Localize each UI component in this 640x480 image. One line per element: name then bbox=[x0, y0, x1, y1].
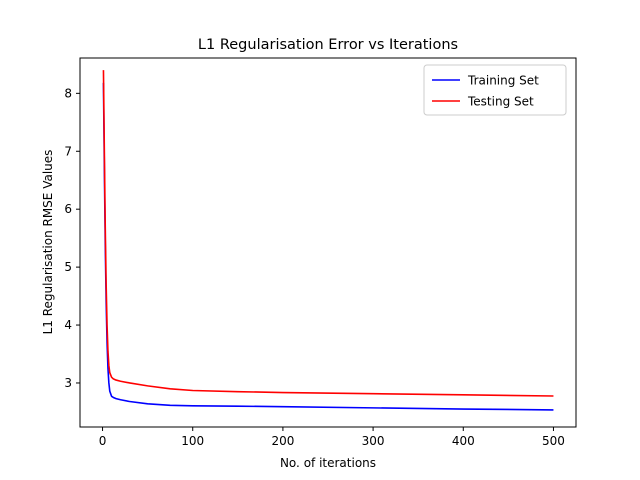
x-tick-label: 0 bbox=[99, 434, 107, 448]
y-axis-label: L1 Regularisation RMSE Values bbox=[41, 150, 55, 335]
x-tick-label: 300 bbox=[362, 434, 385, 448]
series-line-1 bbox=[102, 70, 554, 397]
chart-title: L1 Regularisation Error vs Iterations bbox=[198, 37, 458, 53]
plot-frame bbox=[79, 57, 577, 428]
y-tick-label: 3 bbox=[64, 376, 72, 390]
y-tick-label: 7 bbox=[64, 144, 72, 158]
legend-box bbox=[423, 64, 567, 116]
legend-label-0: Training Set bbox=[467, 74, 539, 88]
x-tick-label: 200 bbox=[271, 434, 294, 448]
x-axis: 0 100 200 300 400 500 bbox=[99, 427, 565, 448]
x-axis-label: No. of iterations bbox=[280, 456, 376, 470]
series-layer bbox=[102, 70, 554, 411]
x-tick-label: 500 bbox=[542, 434, 565, 448]
y-tick-label: 8 bbox=[64, 86, 72, 100]
series-line-0 bbox=[102, 82, 554, 411]
y-tick-label: 6 bbox=[64, 202, 72, 216]
legend-label-1: Testing Set bbox=[467, 95, 534, 109]
y-tick-label: 4 bbox=[64, 318, 72, 332]
y-tick-label: 5 bbox=[64, 260, 72, 274]
x-tick-label: 100 bbox=[181, 434, 204, 448]
y-axis: 3 4 5 6 7 8 bbox=[64, 86, 80, 390]
x-tick-label: 400 bbox=[452, 434, 475, 448]
legend: Training Set Testing Set bbox=[423, 64, 567, 116]
